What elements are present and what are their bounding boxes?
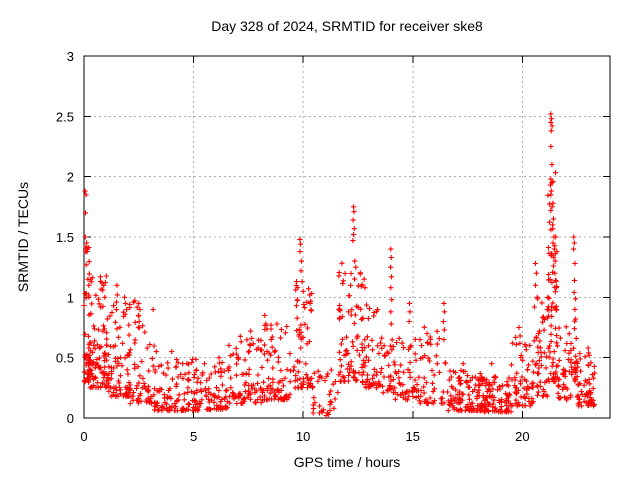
tick-labels: 0 5 10 15 20 0 0.5 1 1.5 2 2.5 3 — [56, 49, 530, 444]
y-tick-label: 0 — [67, 411, 74, 426]
x-tick-label: 20 — [515, 429, 529, 444]
y-tick-label: 3 — [67, 49, 74, 64]
chart-title: Day 328 of 2024, SRMTID for receiver ske… — [211, 18, 483, 34]
gridlines — [84, 56, 610, 418]
data-points-path — [81, 111, 598, 419]
x-tick-label: 0 — [80, 429, 87, 444]
axes-and-ticks — [83, 55, 611, 419]
x-axis-label: GPS time / hours — [294, 454, 401, 470]
x-tick-label: 5 — [190, 429, 197, 444]
y-axis-label: SRMTID / TECUs — [15, 182, 31, 292]
y-tick-label: 1 — [67, 290, 74, 305]
scatter-points — [81, 111, 598, 419]
y-tick-label: 2 — [67, 170, 74, 185]
x-tick-label: 15 — [406, 429, 420, 444]
y-tick-label: 0.5 — [56, 351, 74, 366]
y-tick-label: 1.5 — [56, 230, 74, 245]
x-tick-label: 10 — [296, 429, 310, 444]
y-tick-label: 2.5 — [56, 109, 74, 124]
